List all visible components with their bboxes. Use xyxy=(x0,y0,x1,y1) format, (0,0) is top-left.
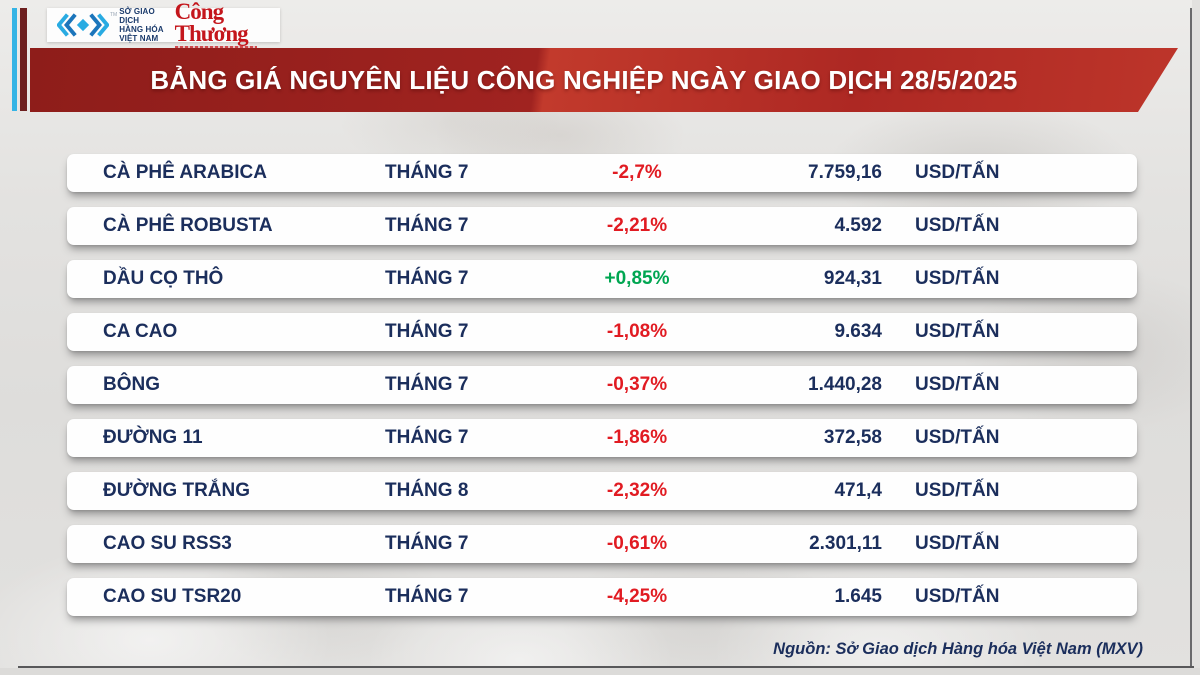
price-value: 1.440,28 xyxy=(808,374,882,395)
contract-month: THÁNG 7 xyxy=(385,533,469,554)
change-percent: -1,86% xyxy=(606,427,668,448)
change-percent: -2,7% xyxy=(612,162,662,183)
table-row: CÀ PHÊ ROBUSTA THÁNG 7 -2,21% 4.592 USD/… xyxy=(67,207,1137,245)
page-title: BẢNG GIÁ NGUYÊN LIỆU CÔNG NGHIỆP NGÀY GI… xyxy=(150,64,1018,95)
table-row: ĐƯỜNG 11 THÁNG 7 -1,86% 372,58 USD/TẤN xyxy=(67,419,1137,457)
change-percent: -2,21% xyxy=(606,215,668,236)
contract-month: THÁNG 8 xyxy=(385,480,469,501)
logo-strip: TM SỞ GIAO DỊCH HÀNG HÓA VIỆT NAM Công T… xyxy=(47,0,280,49)
price-unit: USD/TẤN xyxy=(915,215,1000,236)
mxv-org-name: SỞ GIAO DỊCH HÀNG HÓA VIỆT NAM xyxy=(119,7,164,43)
table-row: CAO SU TSR20 THÁNG 7 -4,25% 1.645 USD/TẤ… xyxy=(67,578,1137,616)
table-row: ĐƯỜNG TRẮNG THÁNG 8 -2,32% 471,4 USD/TẤN xyxy=(67,472,1137,510)
price-unit: USD/TẤN xyxy=(915,480,1000,501)
price-unit: USD/TẤN xyxy=(915,268,1000,289)
price-value: 471,4 xyxy=(834,480,882,501)
table-row: CÀ PHÊ ARABICA THÁNG 7 -2,7% 7.759,16 US… xyxy=(67,154,1137,192)
congthuong-tagline-bar xyxy=(174,46,257,49)
commodity-name: CÀ PHÊ ROBUSTA xyxy=(103,215,273,236)
price-value: 372,58 xyxy=(823,427,882,448)
congthuong-masthead: Công Thương xyxy=(174,0,280,49)
table-row: CAO SU RSS3 THÁNG 7 -0,61% 2.301,11 USD/… xyxy=(67,525,1137,563)
price-unit: USD/TẤN xyxy=(915,374,1000,395)
left-accent-bar-cyan xyxy=(12,8,17,111)
price-unit: USD/TẤN xyxy=(915,427,1000,448)
price-unit: USD/TẤN xyxy=(915,533,1000,554)
price-unit: USD/TẤN xyxy=(915,321,1000,342)
slide-bottom-edge xyxy=(18,666,1194,668)
slide-right-edge xyxy=(1190,8,1192,668)
change-percent: -1,08% xyxy=(606,321,668,342)
slide-right-margin xyxy=(1192,0,1200,668)
mxv-logo-icon xyxy=(57,13,109,37)
commodity-name: ĐƯỜNG TRẮNG xyxy=(103,480,251,501)
congthuong-masthead-text: Công Thương xyxy=(174,0,249,46)
contract-month: THÁNG 7 xyxy=(385,374,469,395)
table-row: DẦU CỌ THÔ THÁNG 7 +0,85% 924,31 USD/TẤN xyxy=(67,260,1137,298)
change-percent: -0,37% xyxy=(606,374,668,395)
price-unit: USD/TẤN xyxy=(915,586,1000,607)
table-row: CA CAO THÁNG 7 -1,08% 9.634 USD/TẤN xyxy=(67,313,1137,351)
price-value: 2.301,11 xyxy=(809,533,882,554)
commodity-name: CAO SU TSR20 xyxy=(103,586,242,607)
commodity-name: DẦU CỌ THÔ xyxy=(103,268,224,289)
commodity-name: ĐƯỜNG 11 xyxy=(103,427,203,448)
contract-month: THÁNG 7 xyxy=(385,268,469,289)
contract-month: THÁNG 7 xyxy=(385,162,469,183)
commodity-name: CA CAO xyxy=(103,321,178,342)
price-value: 9.634 xyxy=(834,321,882,342)
price-value: 4.592 xyxy=(834,215,882,236)
trademark-mark: TM xyxy=(110,12,118,18)
change-percent: +0,85% xyxy=(604,268,670,289)
change-percent: -2,32% xyxy=(606,480,668,501)
source-credit: Nguồn: Sở Giao dịch Hàng hóa Việt Nam (M… xyxy=(773,640,1143,658)
contract-month: THÁNG 7 xyxy=(385,427,469,448)
contract-month: THÁNG 7 xyxy=(385,321,469,342)
title-banner: BẢNG GIÁ NGUYÊN LIỆU CÔNG NGHIỆP NGÀY GI… xyxy=(30,48,1178,112)
commodity-name: BÔNG xyxy=(103,374,160,395)
contract-month: THÁNG 7 xyxy=(385,586,469,607)
contract-month: THÁNG 7 xyxy=(385,215,469,236)
commodity-name: CÀ PHÊ ARABICA xyxy=(103,162,267,183)
price-unit: USD/TẤN xyxy=(915,162,1000,183)
slide-bottom-margin xyxy=(0,668,1200,675)
change-percent: -0,61% xyxy=(606,533,668,554)
price-value: 7.759,16 xyxy=(808,162,882,183)
commodity-name: CAO SU RSS3 xyxy=(103,533,232,554)
change-percent: -4,25% xyxy=(606,586,668,607)
price-value: 1.645 xyxy=(834,586,882,607)
left-accent-bar-maroon xyxy=(20,8,27,111)
price-value: 924,31 xyxy=(823,268,882,289)
table-row: BÔNG THÁNG 7 -0,37% 1.440,28 USD/TẤN xyxy=(67,366,1137,404)
